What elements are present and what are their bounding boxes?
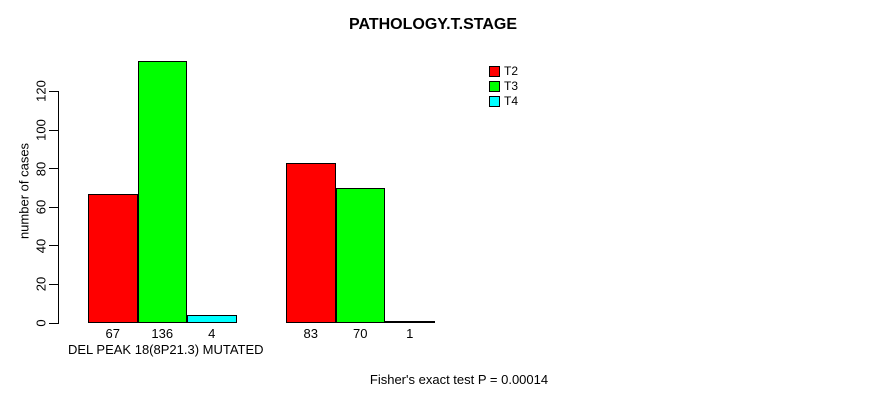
y-tick-label: 40 (33, 238, 49, 254)
x-axis-label: DEL PEAK 18(8P21.3) MUTATED (68, 342, 264, 357)
y-tick-label: 100 (33, 119, 49, 141)
bar-t2-group1 (88, 194, 138, 323)
y-tick (49, 206, 58, 208)
bar-t3-group2 (335, 188, 385, 323)
legend-swatch-t2 (489, 65, 500, 77)
bar-t4-group1 (187, 315, 237, 323)
bar-t2-group2 (286, 163, 336, 323)
y-tick-label: 0 (33, 319, 49, 327)
chart-title: PATHOLOGY.T.STAGE (348, 16, 518, 33)
legend-label-t2: T2 (504, 64, 519, 78)
y-tick-label: 120 (33, 80, 49, 103)
y-tick (49, 245, 58, 247)
legend-swatch-t4 (489, 95, 500, 107)
legend-label-t3: T3 (504, 79, 519, 93)
bar-value-label: 136 (151, 326, 174, 341)
y-axis-label: number of cases (16, 142, 32, 240)
y-tick (49, 322, 58, 324)
y-tick (49, 90, 58, 92)
y-tick (49, 129, 58, 131)
bar-value-label: 67 (105, 326, 120, 341)
bar-value-label: 83 (303, 326, 318, 341)
y-tick (49, 168, 58, 170)
legend-swatch-t3 (489, 80, 500, 92)
bar-value-label: 1 (406, 326, 414, 341)
y-tick-label: 60 (33, 199, 49, 215)
y-tick-label: 20 (33, 277, 49, 292)
y-axis-line (58, 91, 59, 324)
bar-value-label: 70 (353, 326, 368, 341)
legend-label-t4: T4 (504, 94, 519, 108)
bar-t4-group2 (385, 321, 435, 323)
stat-caption: Fisher's exact test P = 0.00014 (369, 372, 549, 387)
y-tick (49, 283, 58, 285)
y-tick-label: 80 (33, 161, 49, 176)
bar-value-label: 4 (208, 326, 216, 341)
bar-t3-group1 (137, 61, 187, 323)
